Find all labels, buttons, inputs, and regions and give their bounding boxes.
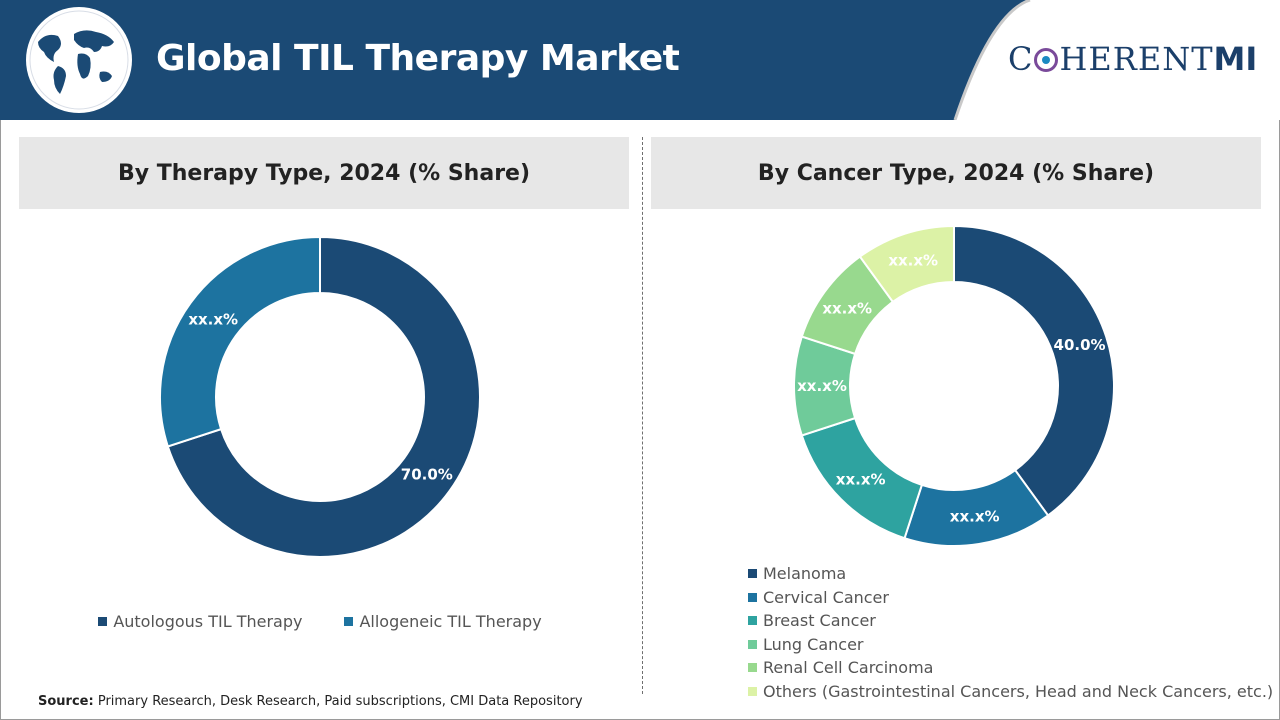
chart2-legend-label-3: Lung Cancer <box>763 634 864 654</box>
chart1-legend-label-0: Autologous TIL Therapy <box>113 612 303 631</box>
chart2-legend-item-4: Renal Cell Carcinoma <box>748 656 1273 680</box>
chart2-legend-swatch-4 <box>748 663 757 673</box>
world-map-globe-icon <box>26 7 132 113</box>
coherent-mi-logo: C HERENTMI <box>1008 40 1257 80</box>
logo-text-mi: MI <box>1213 40 1258 78</box>
chart1-slice-0 <box>166 235 481 558</box>
header-banner: Global TIL Therapy Market C HERENTMI <box>0 0 1280 120</box>
chart1-data-label-1: xx.x% <box>188 310 238 328</box>
chart2-data-label-5: xx.x% <box>888 251 938 269</box>
chart1-title: By Therapy Type, 2024 (% Share) <box>19 137 629 209</box>
chart1-data-label-0: 70.0% <box>401 466 453 484</box>
chart2-data-label-3: xx.x% <box>797 377 847 395</box>
chart2-legend-label-2: Breast Cancer <box>763 611 876 631</box>
chart2-data-label-0: 40.0% <box>1054 336 1106 354</box>
chart2-legend-item-0: Melanoma <box>748 562 1273 586</box>
chart2-data-label-1: xx.x% <box>950 507 1000 525</box>
logo-text-herent: HERENT <box>1059 40 1214 78</box>
source-label: Source: <box>38 694 94 709</box>
chart2-legend-swatch-0 <box>748 569 757 579</box>
panel-divider <box>642 137 643 694</box>
chart1-legend-swatch-1 <box>344 617 354 626</box>
source-text: Primary Research, Desk Research, Paid su… <box>97 694 583 709</box>
chart2-legend-item-1: Cervical Cancer <box>748 586 1273 610</box>
chart2-legend-label-1: Cervical Cancer <box>763 587 889 607</box>
chart2-legend-item-3: Lung Cancer <box>748 633 1273 657</box>
chart2-data-label-4: xx.x% <box>822 299 872 317</box>
chart1-legend-item-1: Allogeneic TIL Therapy <box>344 612 542 631</box>
chart2-data-label-2: xx.x% <box>836 470 886 488</box>
logo-text-c: C <box>1008 40 1034 78</box>
chart2-legend: Melanoma Cervical Cancer Breast Cancer Lung… <box>748 562 1273 703</box>
chart1-legend-swatch-0 <box>98 617 108 626</box>
banner-shape <box>0 0 1280 120</box>
chart1-legend: Autologous TIL Therapy Allogeneic TIL The… <box>0 612 640 631</box>
chart2-legend-swatch-1 <box>748 592 757 602</box>
chart2-legend-label-5: Others (Gastrointestinal Cancers, Head a… <box>763 681 1274 701</box>
chart2-legend-item-5: Others (Gastrointestinal Cancers, Head a… <box>748 680 1273 704</box>
page-title: Global TIL Therapy Market <box>156 38 680 79</box>
chart2-legend-swatch-5 <box>748 686 757 696</box>
chart2-slice-5 <box>858 224 955 304</box>
logo-o-icon <box>1034 48 1059 72</box>
chart2-legend-label-0: Melanoma <box>763 564 847 584</box>
chart2-legend-label-4: Renal Cell Carcinoma <box>763 658 934 678</box>
chart2-title: By Cancer Type, 2024 (% Share) <box>651 137 1261 209</box>
chart1-slice-1 <box>159 235 321 448</box>
chart2-legend-item-2: Breast Cancer <box>748 609 1273 633</box>
source-note: Source: Primary Research, Desk Research,… <box>38 694 583 709</box>
chart2-legend-swatch-2 <box>748 616 757 626</box>
chart1-legend-item-0: Autologous TIL Therapy <box>98 612 302 631</box>
chart2-slice-0 <box>953 224 1115 517</box>
chart2-legend-swatch-3 <box>748 639 757 649</box>
chart1-legend-label-1: Allogeneic TIL Therapy <box>359 612 542 631</box>
